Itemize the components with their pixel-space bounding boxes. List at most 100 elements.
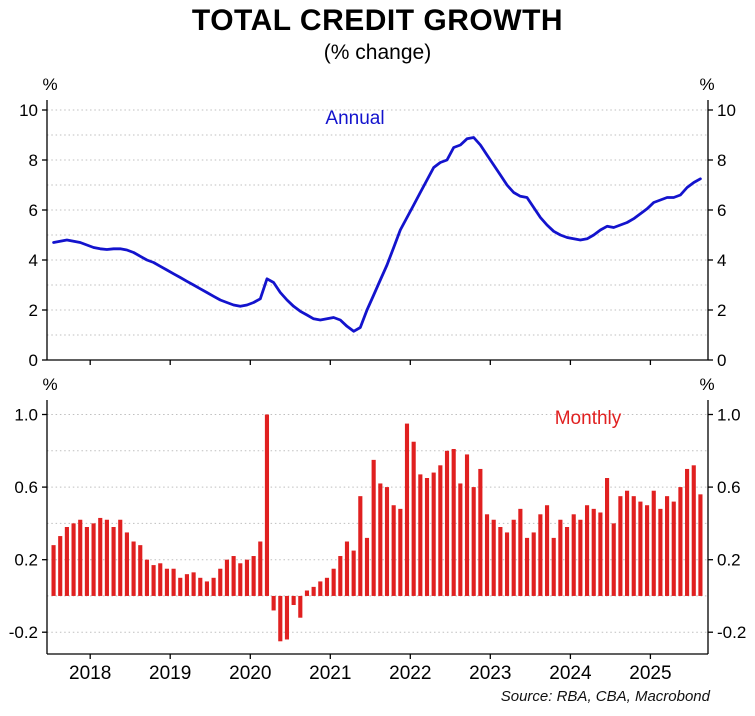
svg-text:4: 4 — [717, 251, 726, 270]
bar — [131, 541, 136, 596]
svg-text:4: 4 — [29, 251, 38, 270]
bar — [118, 519, 123, 596]
bar — [678, 487, 683, 596]
bar — [51, 545, 56, 596]
bar — [451, 448, 456, 596]
bar — [658, 508, 663, 596]
bar — [384, 487, 390, 596]
bar — [244, 559, 250, 596]
bar — [404, 423, 410, 596]
year-label: 2019 — [149, 663, 191, 684]
unit-label-left: % — [42, 75, 57, 94]
bar — [631, 496, 636, 596]
gridlines — [47, 414, 708, 633]
bar — [211, 577, 216, 596]
bar — [511, 519, 516, 596]
svg-text:0: 0 — [29, 351, 38, 370]
bar — [685, 468, 690, 596]
bar — [531, 532, 536, 596]
bar — [58, 536, 63, 596]
bar — [584, 505, 590, 596]
bar — [598, 512, 603, 596]
bar — [605, 478, 610, 596]
bar — [564, 527, 570, 596]
bar — [64, 527, 69, 596]
svg-text:6: 6 — [717, 201, 726, 220]
bar — [444, 450, 450, 596]
axis-labels: -0.2 -0.2 0.2 0.2 0.6 0.6 1.0 1.0% % 2018 2019 2020… — [9, 375, 747, 684]
year-label: 2024 — [549, 663, 592, 684]
bar — [151, 565, 156, 596]
bar — [138, 545, 143, 596]
bar — [304, 590, 310, 596]
year-label: 2023 — [469, 663, 511, 684]
bar — [538, 514, 543, 596]
bar — [411, 441, 416, 596]
bar — [638, 501, 643, 596]
bar — [464, 454, 470, 596]
year-label: 2021 — [309, 663, 351, 684]
bar — [371, 459, 376, 596]
svg-text:8: 8 — [29, 151, 38, 170]
bar — [198, 577, 203, 596]
chart-title: TOTAL CREDIT GROWTH — [191, 4, 564, 37]
bar — [418, 474, 423, 596]
bar — [91, 523, 96, 596]
bar — [478, 468, 483, 596]
svg-text:10: 10 — [19, 101, 38, 120]
axes — [42, 100, 713, 365]
bar — [591, 508, 596, 596]
svg-text:0.2: 0.2 — [14, 551, 38, 570]
bar — [144, 559, 149, 596]
bar — [324, 577, 330, 596]
bar — [158, 563, 163, 596]
axis-labels: 0 0 2 2 4 4 6 6 8 8 10 10%% — [19, 75, 736, 370]
svg-text:1.0: 1.0 — [717, 406, 741, 425]
svg-text:2: 2 — [717, 301, 726, 320]
bar — [491, 519, 496, 596]
bar — [698, 494, 703, 596]
svg-text:0.2: 0.2 — [717, 551, 741, 570]
source-note: Source: RBA, CBA, Macrobond — [500, 688, 710, 705]
bar — [231, 556, 236, 596]
bar — [364, 537, 370, 596]
monthly-panel: -0.2 -0.2 0.2 0.2 0.6 0.6 1.0 1.0% % 2018 2019 2020… — [9, 375, 747, 684]
year-label: 2018 — [69, 663, 111, 684]
bar — [178, 577, 183, 596]
bar — [251, 556, 256, 596]
bar — [544, 505, 550, 596]
bar — [224, 559, 230, 596]
bar — [311, 586, 316, 596]
svg-text:-0.2: -0.2 — [9, 623, 38, 642]
monthly-bar-series — [51, 414, 703, 642]
bar — [238, 563, 243, 596]
bar — [331, 568, 336, 596]
bar — [398, 508, 403, 596]
bar — [671, 501, 676, 596]
year-label: 2020 — [229, 663, 271, 684]
bar — [191, 572, 196, 596]
bar — [571, 514, 576, 596]
svg-text:0: 0 — [717, 351, 726, 370]
bar — [551, 537, 556, 596]
bar — [318, 581, 323, 596]
annual-panel: 0 0 2 2 4 4 6 6 8 8 10 10%% — [19, 75, 736, 370]
bar — [218, 568, 223, 596]
bar — [691, 465, 696, 596]
bar — [84, 527, 89, 596]
annual-series-label: Annual — [325, 108, 385, 129]
bar — [344, 541, 350, 596]
bar — [391, 505, 396, 596]
svg-text:10: 10 — [717, 101, 736, 120]
svg-text:1.0: 1.0 — [14, 406, 38, 425]
gridlines — [47, 109, 708, 336]
bar — [164, 568, 169, 596]
unit-label-left: % — [42, 375, 57, 394]
bar — [258, 541, 263, 596]
bar — [431, 472, 436, 596]
bar — [618, 496, 623, 596]
year-label: 2025 — [629, 663, 671, 684]
bar — [578, 519, 583, 596]
monthly-series-label: Monthly — [554, 408, 622, 429]
